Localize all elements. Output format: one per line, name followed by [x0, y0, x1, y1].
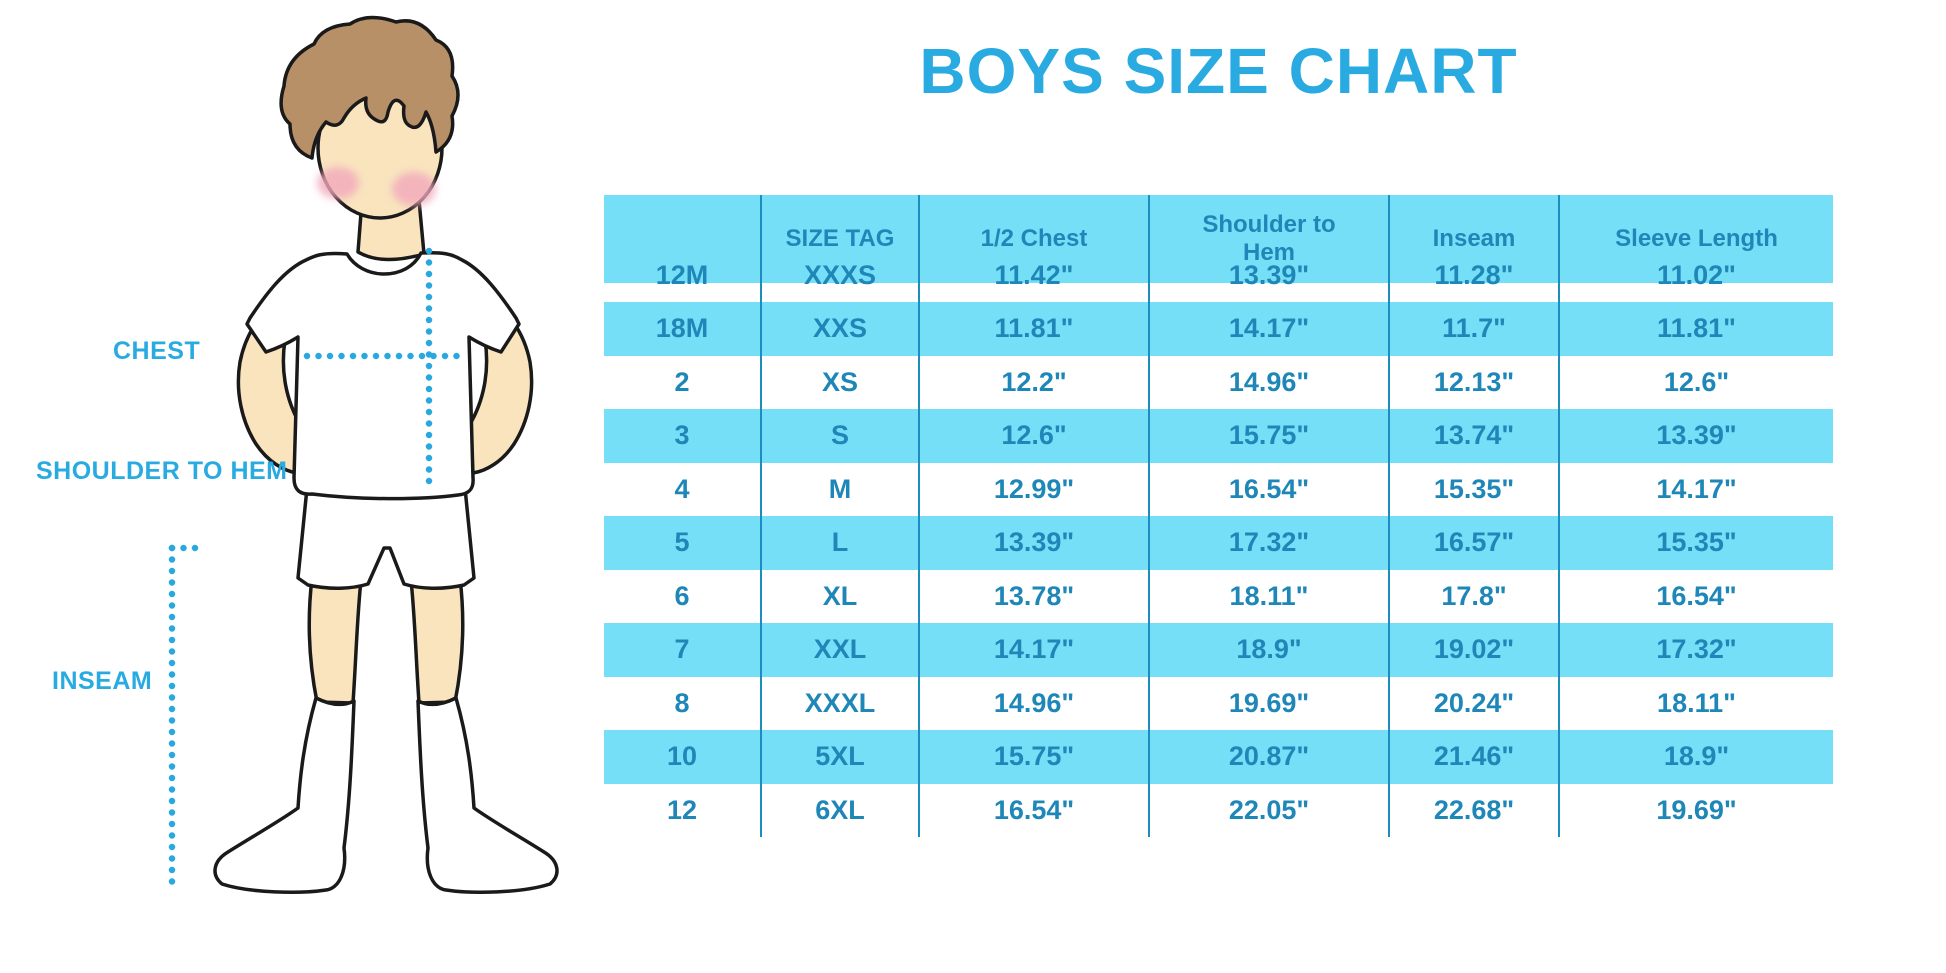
- right-sock: [416, 696, 559, 894]
- row-size-label: 18M: [604, 302, 762, 356]
- size-table: SIZE TAG 1/2 Chest Shoulder to Hem Inseam Sl…: [604, 195, 1833, 837]
- row-size-label: 12: [604, 783, 762, 837]
- table-cell: 11.81": [920, 302, 1150, 356]
- table-cell: L: [762, 516, 920, 570]
- table-cell: 11.42": [920, 248, 1150, 302]
- table-cell: 19.02": [1390, 623, 1560, 677]
- row-size-label: 2: [604, 355, 762, 409]
- table-cell: 20.24": [1390, 676, 1560, 730]
- blush-right-icon: [392, 172, 436, 206]
- table-cell: 12.6": [920, 409, 1150, 463]
- table-cell: 16.54": [920, 783, 1150, 837]
- shoulder-to-hem-label: SHOULDER TO HEM: [36, 457, 288, 485]
- left-leg: [307, 576, 363, 705]
- column-header: 1/2 Chest: [920, 195, 1150, 283]
- table-cell: 20.87": [1150, 730, 1390, 784]
- table-cell: 13.78": [920, 569, 1150, 623]
- table-cell: 18.11": [1150, 569, 1390, 623]
- row-size-label: 8: [604, 676, 762, 730]
- table-cell: 13.74": [1390, 409, 1560, 463]
- table-cell: 22.05": [1150, 783, 1390, 837]
- table-cell: 11.02": [1657, 259, 1736, 290]
- column-header: Inseam: [1390, 195, 1560, 283]
- blush-left-icon: [317, 167, 359, 199]
- left-sock: [213, 696, 356, 894]
- column-header: [604, 195, 762, 283]
- column-header: Sleeve Length: [1560, 195, 1833, 283]
- t-shirt: [245, 251, 521, 501]
- row-size-label: 6: [604, 569, 762, 623]
- table-cell: 15.75": [1150, 409, 1390, 463]
- table-cell: 15.35": [1560, 516, 1833, 570]
- table-cell: 11.81": [1560, 302, 1833, 356]
- row-size-label: 4: [604, 462, 762, 516]
- table-cell: XL: [762, 569, 920, 623]
- column-header: SIZE TAG: [762, 195, 920, 283]
- table-cell: 6XL: [762, 783, 920, 837]
- page-title: BOYS SIZE CHART: [919, 35, 1518, 107]
- row-size-label: 12M: [604, 248, 762, 302]
- table-cell: 18.9": [1150, 623, 1390, 677]
- table-cell: 17.8": [1390, 569, 1560, 623]
- table-cell: XXS: [762, 302, 920, 356]
- table-cell: M: [762, 462, 920, 516]
- row-size-label: 5: [604, 516, 762, 570]
- inseam-label: INSEAM: [52, 667, 153, 695]
- row-size-label: 10: [604, 730, 762, 784]
- shorts: [296, 476, 476, 590]
- table-cell: 12.13": [1390, 355, 1560, 409]
- table-cell: 14.17": [1656, 473, 1737, 504]
- table-cell: 19.69": [1656, 794, 1737, 825]
- boy-illustration: [168, 15, 559, 894]
- table-cell: 14.96": [1150, 355, 1390, 409]
- table-cell: 12.99": [920, 462, 1150, 516]
- table-cell: 5XL: [762, 730, 920, 784]
- table-cell: XXXS: [762, 248, 920, 302]
- row-size-label: 7: [604, 623, 762, 677]
- table-cell: 12.2": [920, 355, 1150, 409]
- table-cell: 12.6": [1663, 366, 1730, 397]
- table-cell: S: [762, 409, 920, 463]
- column-header: Shoulder to Hem: [1150, 195, 1390, 283]
- table-cell: 22.68": [1390, 783, 1560, 837]
- table-cell: 13.39": [1150, 248, 1390, 302]
- table-cell: 18.11": [1657, 687, 1736, 718]
- table-cell: 15.35": [1390, 462, 1560, 516]
- chest-label: CHEST: [113, 337, 201, 365]
- table-cell: XXL: [762, 623, 920, 677]
- table-cell: XXXL: [762, 676, 920, 730]
- row-size-label: 3: [604, 409, 762, 463]
- table-cell: 14.17": [920, 623, 1150, 677]
- right-leg: [409, 576, 465, 705]
- table-cell: 16.57": [1390, 516, 1560, 570]
- table-cell: 13.39": [920, 516, 1150, 570]
- hair: [279, 15, 460, 160]
- table-cell: 21.46": [1390, 730, 1560, 784]
- table-cell: XS: [762, 355, 920, 409]
- table-cell: 18.9": [1560, 730, 1833, 784]
- table-cell: 16.54": [1150, 462, 1390, 516]
- table-cell: 19.69": [1150, 676, 1390, 730]
- table-cell: 15.75": [920, 730, 1150, 784]
- table-cell: 17.32": [1150, 516, 1390, 570]
- table-cell: 11.28": [1390, 248, 1560, 302]
- table-cell: 16.54": [1656, 580, 1737, 611]
- table-cell: 17.32": [1560, 623, 1833, 677]
- table-cell: 14.96": [920, 676, 1150, 730]
- table-cell: 13.39": [1560, 409, 1833, 463]
- table-cell: 14.17": [1150, 302, 1390, 356]
- table-cell: 11.7": [1390, 302, 1560, 356]
